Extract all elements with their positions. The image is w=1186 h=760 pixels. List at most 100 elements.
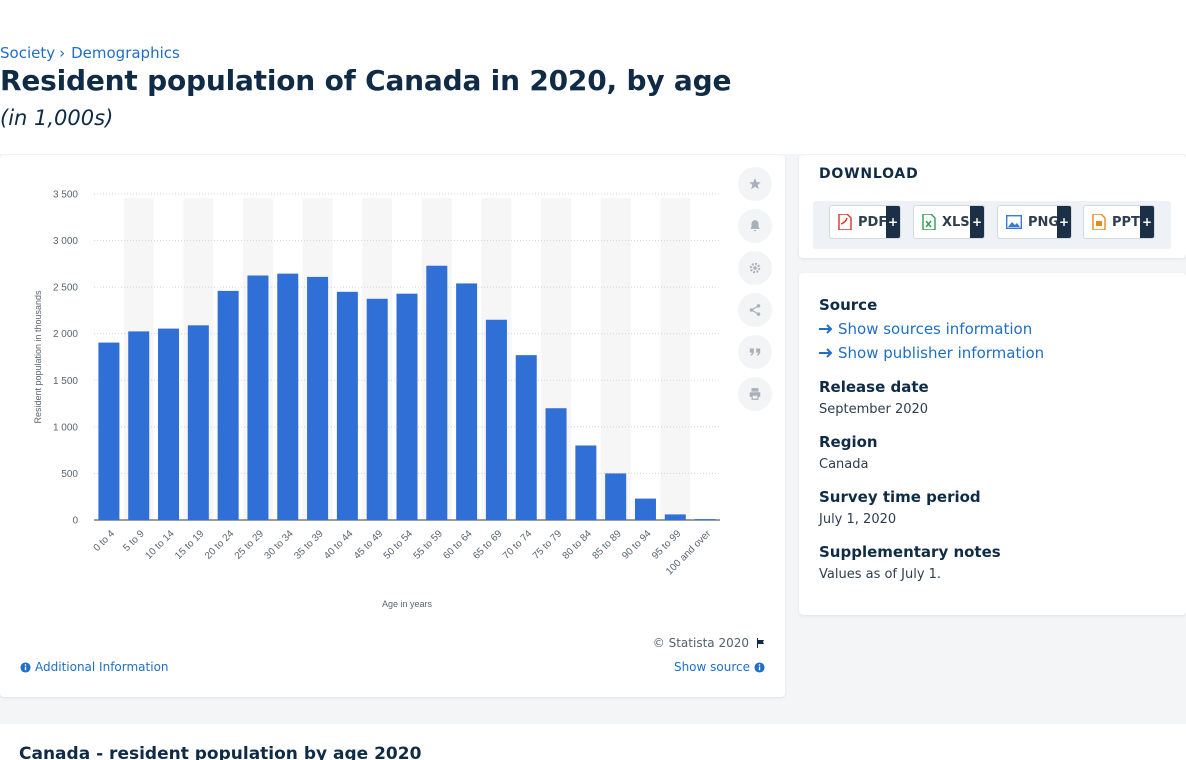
- download-card: DOWNLOAD PDF + XLS + PNG + PPT +: [799, 155, 1186, 258]
- region-value: Canada: [819, 457, 869, 472]
- star-icon: [749, 178, 761, 190]
- bar: [515, 355, 537, 520]
- x-tick-label: 20 to 24: [203, 528, 237, 562]
- share-button[interactable]: [738, 293, 772, 327]
- x-tick-label: 90 to 94: [620, 528, 654, 562]
- x-tick-label: 60 to 64: [441, 528, 475, 562]
- show-sources-label: Show sources information: [838, 320, 1033, 338]
- column-band: [660, 198, 691, 520]
- download-xls-button[interactable]: XLS +: [913, 205, 985, 239]
- bar: [158, 328, 180, 520]
- x-tick-label: 80 to 84: [561, 528, 595, 562]
- y-tick-label: 3 500: [53, 190, 78, 201]
- top-bar: [0, 0, 1186, 36]
- xls-label: XLS: [942, 214, 970, 230]
- release-date-heading: Release date: [819, 378, 929, 396]
- xls-plus: +: [970, 206, 984, 238]
- bar: [396, 293, 418, 520]
- column-band: [600, 198, 631, 520]
- y-tick-label: 2 000: [53, 329, 78, 340]
- bar: [277, 273, 299, 520]
- show-source-label: Show source: [673, 660, 750, 674]
- related-title: Canada - resident population by age 2020: [19, 744, 422, 760]
- download-pdf-button[interactable]: PDF +: [829, 205, 901, 239]
- survey-period-value: July 1, 2020: [819, 512, 897, 527]
- page-header: [0, 36, 1186, 154]
- bar: [128, 331, 150, 520]
- bar: [634, 498, 656, 520]
- bar: [575, 445, 597, 520]
- x-tick-label: 75 to 79: [531, 528, 565, 562]
- download-png-button[interactable]: PNG +: [997, 205, 1072, 239]
- xls-file-icon: [922, 214, 936, 230]
- bar: [366, 298, 388, 520]
- print-icon: [749, 388, 761, 400]
- info-icon: [754, 661, 765, 673]
- ppt-file-icon: [1092, 214, 1106, 230]
- page-subtitle: (in 1,000s): [0, 106, 114, 130]
- print-button[interactable]: [738, 377, 772, 411]
- show-source-link[interactable]: Show source: [674, 660, 765, 674]
- breadcrumb-demographics[interactable]: Demographics: [71, 44, 180, 62]
- bar: [485, 319, 507, 520]
- pdf-plus: +: [886, 206, 900, 238]
- bar: [605, 473, 627, 520]
- y-tick-label: 0: [72, 516, 78, 527]
- y-tick-label: 500: [61, 469, 78, 480]
- breadcrumb-separator: ›: [59, 44, 66, 62]
- bar: [187, 325, 209, 520]
- copyright-text: © Statista 2020: [652, 636, 749, 650]
- additional-info-label: Additional Information: [35, 660, 169, 674]
- show-sources-link[interactable]: Show sources information: [819, 320, 1032, 338]
- bar: [694, 519, 716, 520]
- show-publisher-link[interactable]: Show publisher information: [819, 344, 1044, 362]
- info-icon: [20, 661, 31, 673]
- download-buttons: PDF + XLS + PNG + PPT +: [813, 201, 1171, 249]
- survey-period-heading: Survey time period: [819, 488, 981, 506]
- settings-button[interactable]: [738, 251, 772, 285]
- x-tick-label: 0 to 4: [92, 528, 118, 554]
- x-tick-label: 85 to 89: [590, 528, 624, 562]
- x-tick-label: 70 to 74: [501, 528, 535, 562]
- source-heading: Source: [819, 296, 878, 314]
- favorite-button[interactable]: [738, 167, 772, 201]
- share-icon: [749, 304, 761, 316]
- x-tick-label: 25 to 29: [233, 528, 267, 562]
- x-tick-label: 5 to 9: [121, 528, 147, 554]
- bar: [247, 275, 269, 520]
- supplementary-notes-value: Values as of July 1.: [819, 567, 942, 582]
- cite-button[interactable]: [738, 335, 772, 369]
- gear-icon: [749, 262, 761, 274]
- bar: [456, 283, 478, 520]
- y-axis-label: Resident population in thousands: [33, 290, 43, 424]
- bar: [98, 342, 120, 520]
- quote-icon: [749, 348, 761, 356]
- png-image-icon: [1006, 215, 1022, 229]
- y-tick-label: 2 500: [53, 283, 78, 294]
- pdf-label: PDF: [858, 214, 888, 230]
- x-tick-label: 10 to 14: [143, 528, 177, 562]
- bar: [426, 265, 448, 520]
- x-tick-label: 40 to 44: [322, 528, 356, 562]
- bar-chart: 0 500 1 000 1 500 2 000 2 500 3 000 3 500 0 to 4…: [33, 190, 720, 609]
- additional-info-link[interactable]: Additional Information: [20, 660, 169, 674]
- show-publisher-label: Show publisher information: [838, 344, 1045, 362]
- flag-icon[interactable]: [755, 637, 767, 649]
- x-tick-label: 65 to 69: [471, 528, 505, 562]
- bar: [217, 290, 239, 520]
- x-tick-label: 15 to 19: [173, 528, 207, 562]
- release-date-value: September 2020: [819, 402, 929, 417]
- breadcrumb-society[interactable]: Society: [0, 44, 56, 62]
- x-axis-label: Age in years: [382, 599, 433, 609]
- y-tick-label: 1 500: [53, 376, 78, 387]
- download-title: DOWNLOAD: [819, 166, 919, 182]
- chart-tools: [738, 167, 772, 419]
- bar: [307, 276, 329, 520]
- arrow-right-icon: [819, 348, 833, 358]
- png-plus: +: [1057, 206, 1071, 238]
- bell-icon: [750, 220, 760, 232]
- x-tick-label: 45 to 49: [352, 528, 386, 562]
- notify-button[interactable]: [738, 209, 772, 243]
- x-tick-label: 35 to 39: [292, 528, 326, 562]
- download-ppt-button[interactable]: PPT +: [1083, 205, 1155, 239]
